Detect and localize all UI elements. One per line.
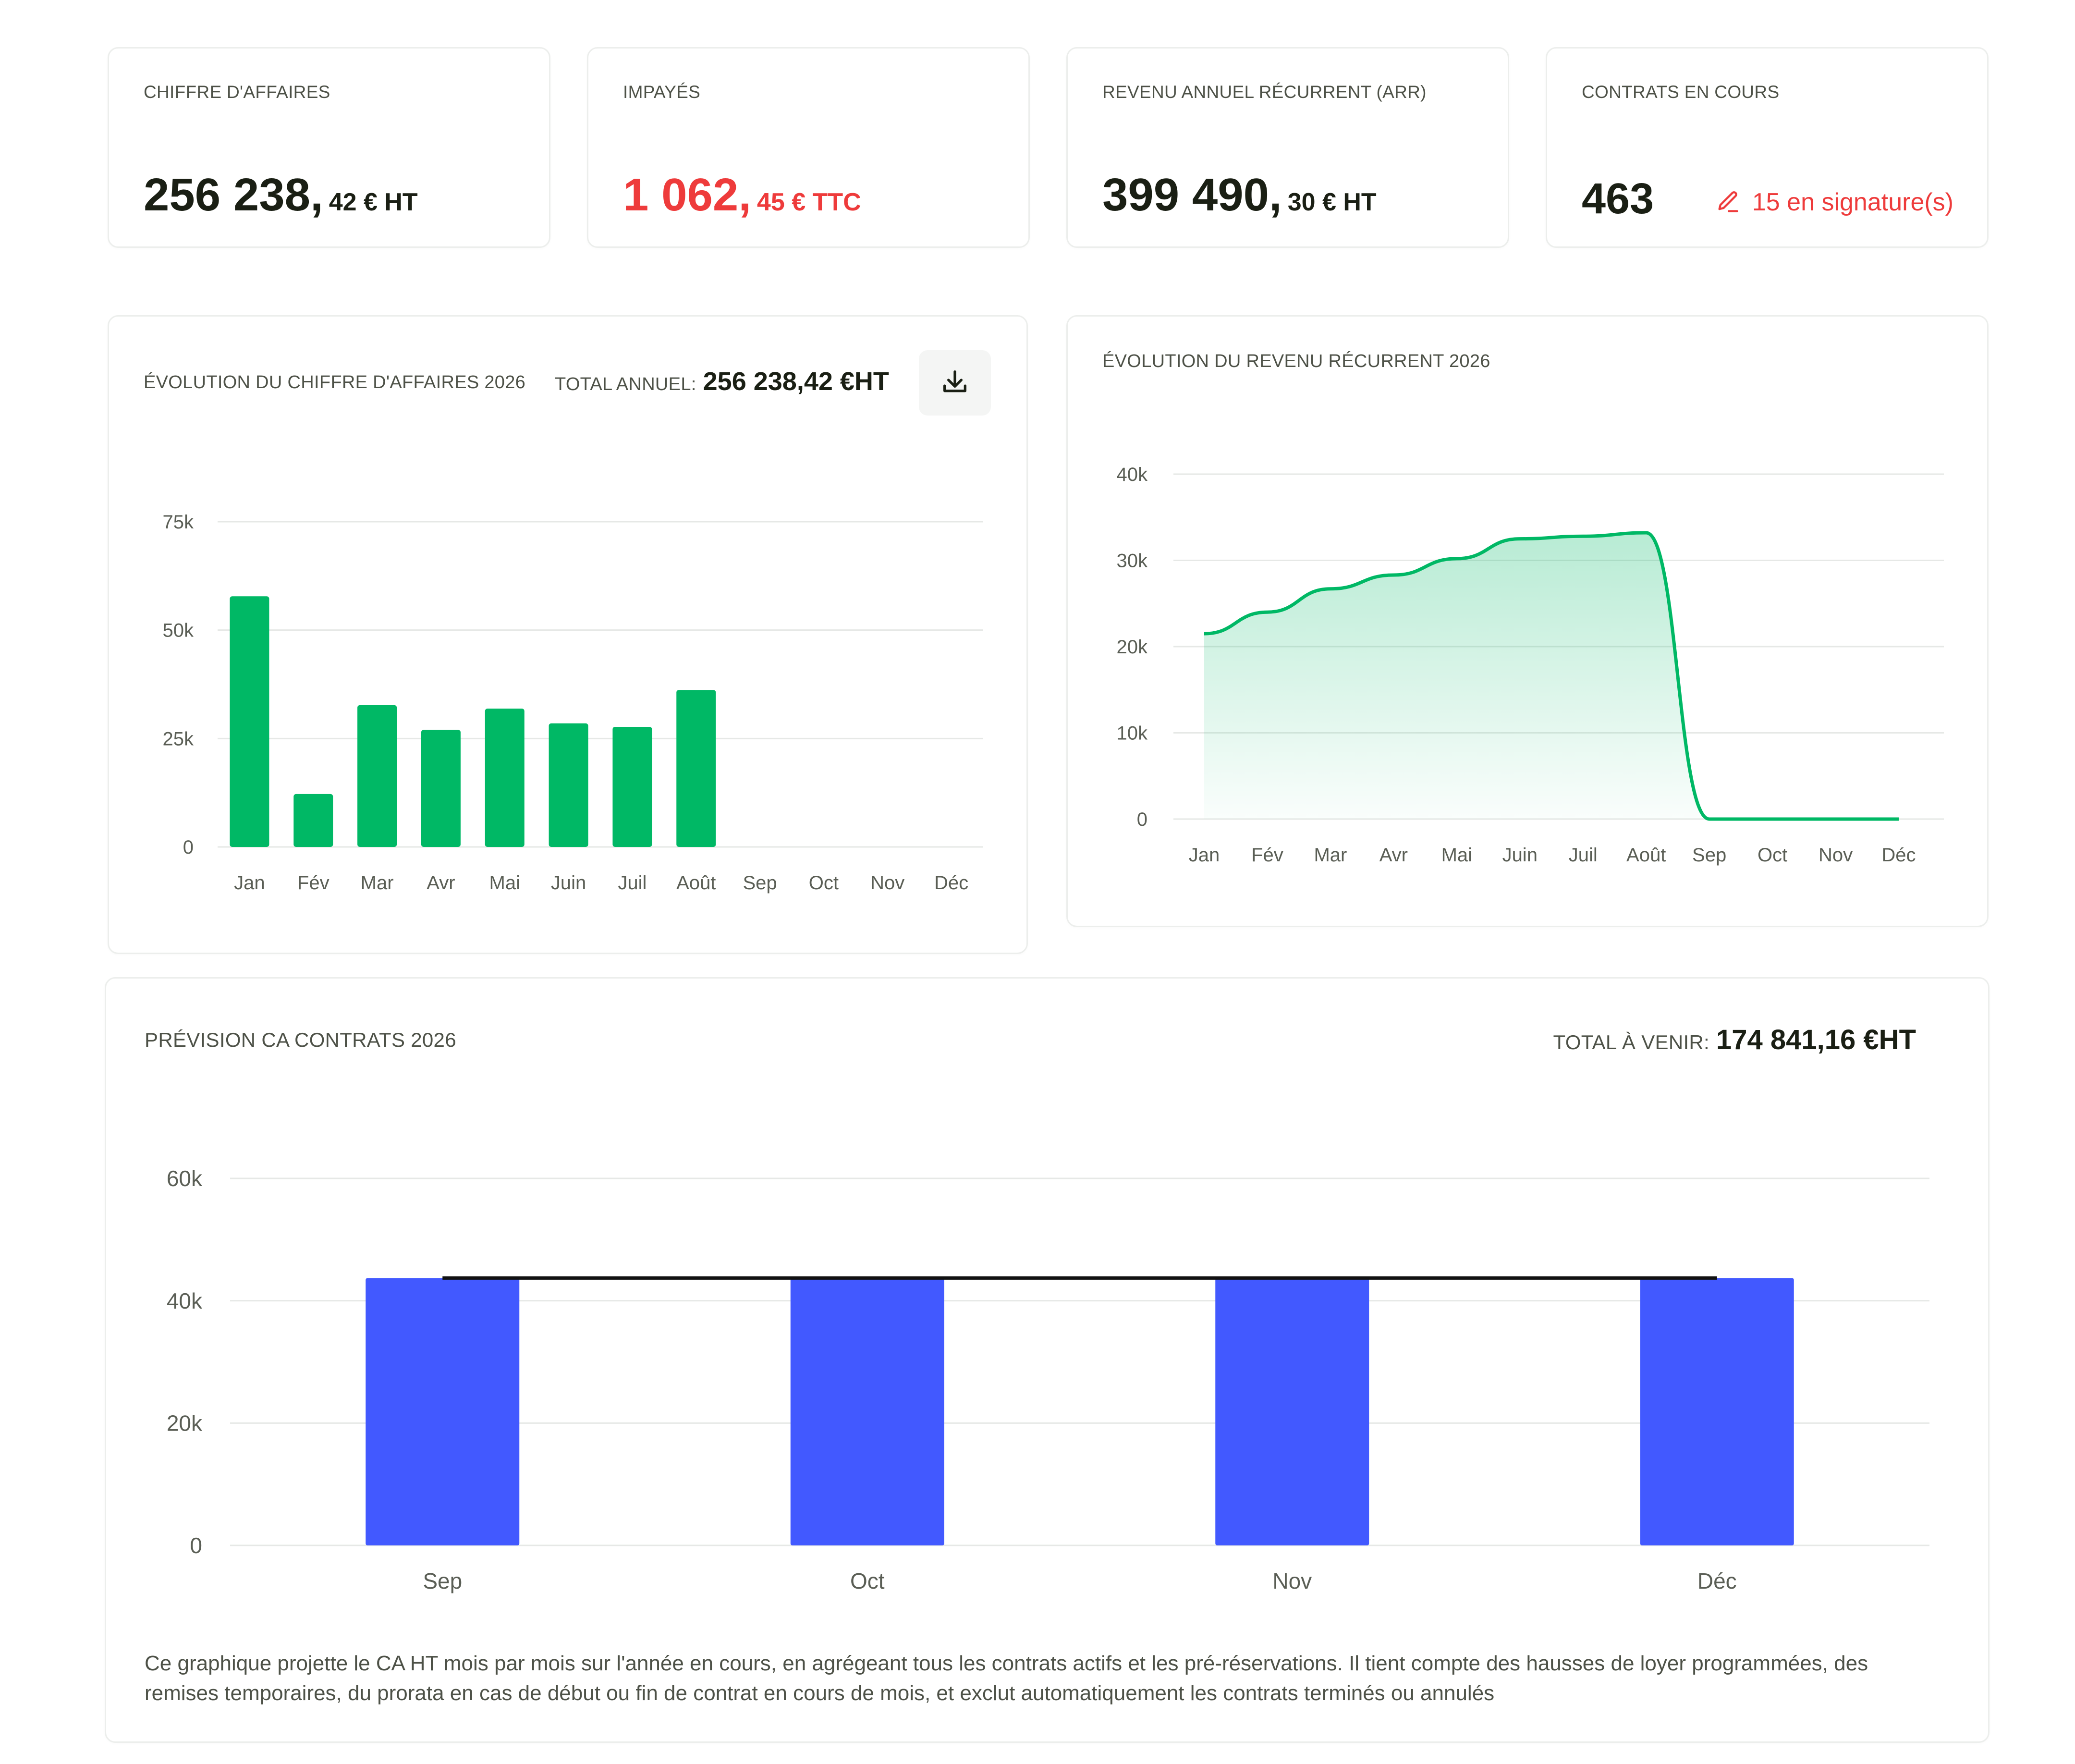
bar [421, 730, 461, 847]
bar [676, 690, 716, 847]
y-tick-label: 0 [183, 837, 194, 858]
total-annual: TOTAL ANNUEL: 256 238,42 €HT [555, 367, 889, 396]
x-tick-label: Juin [551, 872, 586, 894]
x-tick-label: Mai [1441, 845, 1472, 866]
y-tick-label: 50k [163, 620, 194, 641]
total-to-come: TOTAL À VENIR: 174 841,16 €HT [1553, 1024, 1916, 1056]
x-tick-label: Jan [234, 872, 265, 894]
area-fill [1204, 533, 1709, 819]
kpi-value: 463 [1582, 174, 1654, 224]
bar [549, 723, 588, 847]
y-tick-label: 40k [167, 1288, 203, 1313]
download-icon [940, 367, 970, 400]
x-tick-label: Juil [1569, 845, 1598, 866]
kpi-main-value: 1 062, [623, 169, 751, 220]
y-tick-label: 60k [167, 1166, 203, 1191]
y-tick-label: 40k [1117, 464, 1148, 485]
y-tick-label: 20k [1117, 637, 1148, 658]
bar [1215, 1278, 1369, 1545]
total-label: TOTAL À VENIR: [1553, 1031, 1710, 1054]
kpi-main-value: 463 [1582, 175, 1654, 223]
kpi-value: 256 238, 42 € HT [144, 169, 418, 221]
y-tick-label: 0 [1137, 809, 1147, 830]
x-tick-label: Juin [1502, 845, 1538, 866]
bar [230, 596, 269, 847]
forecast-chart-card: PRÉVISION CA CONTRATS 2026 TOTAL À VENIR… [105, 977, 1990, 1743]
y-tick-label: 0 [190, 1533, 202, 1558]
x-tick-label: Oct [1758, 845, 1787, 866]
x-tick-label: Oct [850, 1568, 885, 1593]
recurring-area-chart: 0 10k 20k 30k 40k Jan Fév Mar Avr Mai Juin Juil Août… [1117, 464, 1944, 866]
y-tick-label: 25k [163, 728, 194, 749]
bar [1640, 1278, 1794, 1545]
total-value: 174 841,16 €HT [1716, 1024, 1916, 1055]
kpi-label: CHIFFRE D'AFFAIRES [144, 82, 330, 102]
kpi-main-value: 256 238, [144, 169, 323, 220]
pencil-icon [1715, 188, 1752, 216]
y-tick-label: 30k [1117, 551, 1148, 572]
x-tick-label: Déc [934, 872, 968, 894]
revenue-bar-chart: 0 25k 50k 75k Jan Fév Mar Avr Mai Juin Juil Août Sep… [163, 512, 983, 894]
y-tick-label: 20k [167, 1410, 203, 1435]
kpi-suffix: 42 € HT [329, 188, 418, 216]
download-button[interactable] [919, 350, 991, 416]
chart-title: PRÉVISION CA CONTRATS 2026 [145, 1029, 456, 1051]
x-tick-label: Sep [1692, 845, 1726, 866]
series-line [1204, 531, 1899, 821]
kpi-label: IMPAYÉS [623, 82, 701, 102]
revenue-chart-card: ÉVOLUTION DU CHIFFRE D'AFFAIRES 2026 TOT… [108, 315, 1028, 954]
x-tick-label: Mai [489, 872, 520, 894]
total-value: 256 238,42 €HT [703, 367, 889, 396]
y-tick-label: 10k [1117, 723, 1148, 744]
recurring-chart-card: ÉVOLUTION DU REVENU RÉCURRENT 2026 0 10k 2… [1066, 315, 1989, 927]
kpi-card-arr: REVENU ANNUEL RÉCURRENT (ARR) 399 490, 30… [1066, 47, 1509, 248]
x-tick-label: Juil [618, 872, 647, 894]
x-tick-label: Jan [1189, 845, 1220, 866]
kpi-label: REVENU ANNUEL RÉCURRENT (ARR) [1102, 82, 1427, 102]
kpi-label: CONTRATS EN COURS [1582, 82, 1780, 102]
x-tick-label: Avr [1379, 845, 1408, 866]
kpi-value: 399 490, 30 € HT [1102, 169, 1377, 221]
chart-title: ÉVOLUTION DU CHIFFRE D'AFFAIRES 2026 [144, 372, 526, 392]
bar [357, 705, 397, 847]
x-tick-label: Mar [1314, 845, 1347, 866]
x-tick-label: Nov [1819, 845, 1853, 866]
x-tick-label: Déc [1881, 845, 1916, 866]
kpi-card-revenue: CHIFFRE D'AFFAIRES 256 238, 42 € HT [108, 47, 550, 248]
kpi-main-value: 399 490, [1102, 169, 1282, 220]
bar [366, 1278, 520, 1545]
kpi-card-unpaid: IMPAYÉS 1 062, 45 € TTC [587, 47, 1030, 248]
x-tick-label: Fév [1251, 845, 1283, 866]
total-label: TOTAL ANNUEL: [555, 374, 696, 394]
x-tick-label: Déc [1697, 1568, 1737, 1593]
x-tick-label: Oct [809, 872, 839, 894]
x-tick-label: Nov [870, 872, 904, 894]
x-tick-label: Sep [423, 1568, 462, 1593]
bar [790, 1278, 944, 1545]
forecast-bar-chart: 0 20k 40k 60k Sep Oct Nov Déc [167, 1166, 1929, 1593]
kpi-value: 1 062, 45 € TTC [623, 169, 861, 221]
x-tick-label: Mar [361, 872, 394, 894]
x-tick-label: Sep [743, 872, 777, 894]
kpi-suffix: 45 € TTC [757, 188, 861, 216]
x-tick-label: Nov [1272, 1568, 1312, 1593]
x-tick-label: Août [1626, 845, 1666, 866]
signature-link[interactable]: 15 en signature(s) [1715, 188, 1953, 217]
chart-description: Ce graphique projette le CA HT mois par … [145, 1652, 1868, 1705]
x-tick-label: Avr [427, 872, 455, 894]
bar [485, 709, 525, 847]
x-tick-label: Fév [297, 872, 330, 894]
kpi-card-contracts: CONTRATS EN COURS 463 15 en signature(s) [1546, 47, 1989, 248]
bar [293, 794, 333, 847]
signature-text: 15 en signature(s) [1752, 188, 1953, 216]
bar [612, 726, 652, 847]
chart-title: ÉVOLUTION DU REVENU RÉCURRENT 2026 [1102, 351, 1490, 371]
kpi-suffix: 30 € HT [1287, 188, 1377, 216]
x-tick-label: Août [676, 872, 716, 894]
y-tick-label: 75k [163, 512, 194, 533]
